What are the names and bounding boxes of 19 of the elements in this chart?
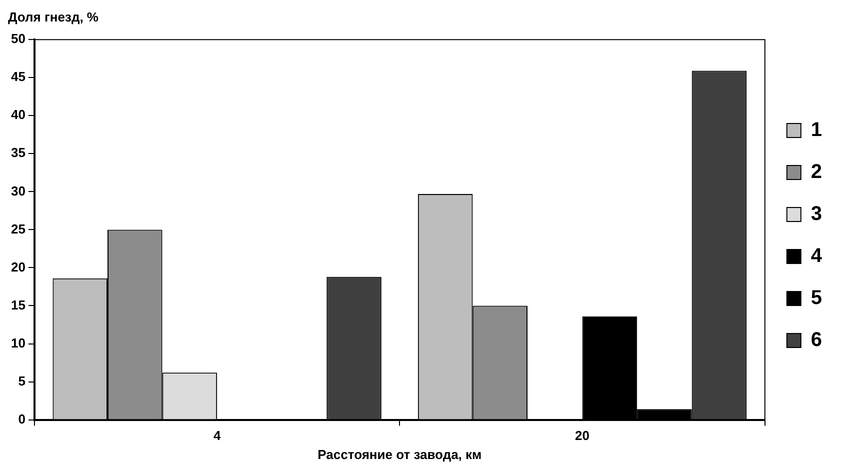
y-axis-title: Доля гнезд, % [8,9,99,24]
legend-label: 5 [810,287,822,310]
y-tick-label: 40 [10,107,26,122]
legend-label: 6 [810,329,822,352]
y-tick-label: 30 [10,183,26,198]
y-tick-label: 35 [10,145,26,160]
y-tick-label: 15 [10,297,26,312]
legend-label: 4 [810,245,823,268]
y-tick-label: 0 [18,411,26,426]
y-tick-label: 20 [10,259,26,274]
legend-label: 3 [810,203,822,226]
x-axis-title: Расстояние от завода, км [318,446,482,462]
y-tick-label: 5 [18,373,26,388]
y-tick-label: 25 [10,221,26,236]
y-tick-label: 10 [10,335,26,350]
y-tick-label: 45 [10,69,26,84]
legend-label: 1 [810,119,822,142]
legend-label: 2 [810,161,822,184]
y-tick-label: 50 [10,31,26,46]
